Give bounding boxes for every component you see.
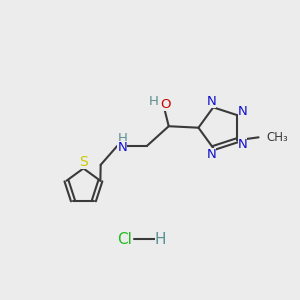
- Text: Cl: Cl: [117, 232, 132, 247]
- Text: N: N: [206, 148, 216, 161]
- Text: O: O: [160, 98, 171, 111]
- Text: N: N: [238, 105, 247, 118]
- Text: N: N: [238, 138, 247, 151]
- Text: S: S: [79, 155, 88, 169]
- Text: H: H: [117, 132, 127, 145]
- Text: N: N: [206, 94, 216, 108]
- Text: H: H: [149, 95, 159, 108]
- Text: N: N: [118, 140, 127, 154]
- Text: CH₃: CH₃: [266, 131, 288, 144]
- Text: H: H: [155, 232, 166, 247]
